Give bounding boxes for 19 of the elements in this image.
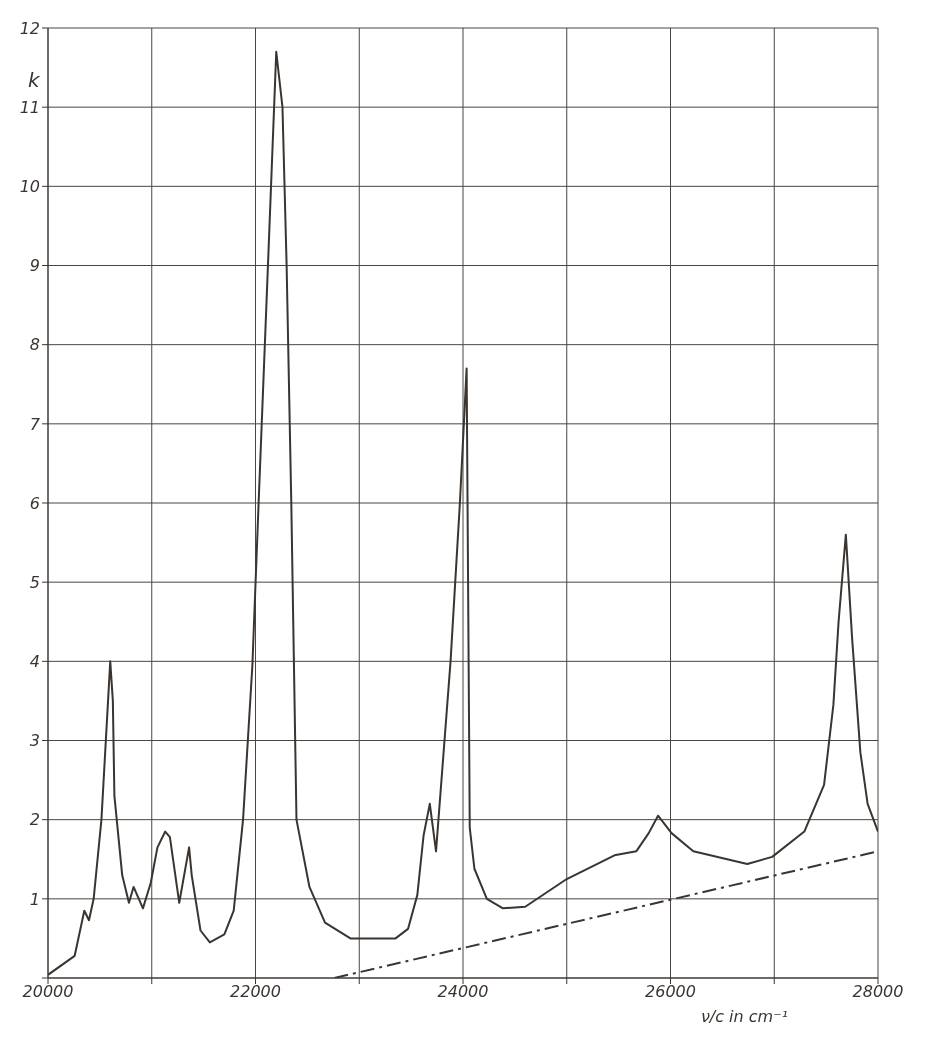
x-tick-label: 24000 [437, 982, 489, 1002]
y-tick-label: 2 [29, 810, 40, 830]
y-tick-label: 1 [29, 889, 40, 909]
x-axis-title: ν/c in cm⁻¹ [700, 1007, 788, 1026]
y-tick-label: 11 [19, 97, 40, 117]
y-tick-label: 6 [29, 493, 40, 513]
y-tick-label: 3 [29, 731, 40, 751]
y-tick-label: 12 [19, 18, 40, 38]
x-tick-label: 20000 [22, 982, 74, 1002]
y-tick-label: 5 [29, 572, 40, 592]
x-tick-label: 26000 [645, 982, 696, 1002]
y-tick-label: 7 [29, 414, 41, 434]
y-axis-title: k [28, 68, 41, 93]
y-tick-label: 10 [19, 177, 40, 197]
x-tick-label: 28000 [852, 982, 904, 1002]
x-tick-label: 22000 [230, 982, 281, 1002]
y-tick-label: 9 [29, 256, 40, 276]
y-tick-label: 4 [29, 652, 40, 672]
y-tick-label: 8 [29, 335, 40, 355]
